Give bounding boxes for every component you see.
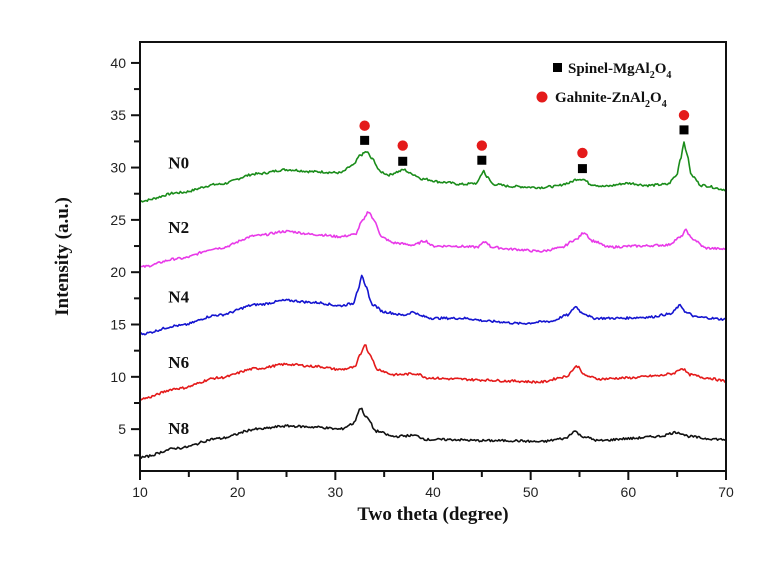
y-tick-label: 40 [110, 55, 126, 71]
series-n4-line [139, 274, 727, 336]
gahnite-circle-marker [476, 140, 488, 151]
legend-gahnite-main: Gahnite-ZnAl [555, 90, 645, 106]
spinel-square-marker [679, 125, 689, 135]
y-tick-label: 30 [110, 160, 126, 176]
sample-label-n8: N8 [168, 419, 189, 438]
legend: Spinel-MgAl2O4 Gahnite-ZnAl2O4 [536, 61, 671, 110]
spinel-square-marker [477, 155, 487, 165]
plot-frame [139, 41, 727, 472]
legend-spinel-main: Spinel-MgAl [568, 61, 650, 77]
x-tick-label: 40 [425, 484, 441, 500]
x-axis-title: Two theta (degree) [357, 504, 508, 525]
series-n2-line [139, 211, 726, 268]
gahnite-circle-marker [397, 140, 408, 151]
sample-labels-layer: N0 N2 N4 N6 N8 [168, 153, 189, 438]
spinel-square-marker [398, 156, 408, 166]
y-tick-label: 5 [118, 421, 126, 437]
y-tick-label: 25 [110, 212, 126, 228]
spinel-square-marker [360, 135, 370, 145]
gahnite-circle-marker [678, 110, 690, 121]
legend-gahnite-mid: O [650, 90, 662, 106]
x-tick-label: 70 [718, 484, 734, 500]
legend-spinel-label: Spinel-MgAl2O4 [568, 61, 671, 81]
legend-spinel-sub1: 2 [650, 70, 655, 81]
legend-spinel-sub2: 4 [666, 70, 671, 81]
y-tick-label: 35 [110, 107, 126, 123]
y-tick-label: 10 [110, 369, 126, 385]
y-axis-ticks: 5 10 15 20 25 30 35 40 [110, 55, 140, 457]
curves-layer [139, 141, 727, 459]
y-axis-title: Intensity (a.u.) [52, 197, 73, 316]
legend-gahnite-circle-icon [536, 91, 548, 103]
phase-markers-layer [359, 110, 690, 174]
series-n0-line [139, 141, 727, 203]
x-tick-label: 50 [523, 484, 539, 500]
x-tick-label: 10 [132, 484, 148, 500]
x-tick-label: 60 [621, 484, 637, 500]
x-axis-ticks: 10 20 30 40 50 60 70 [132, 471, 734, 500]
series-n6-line [139, 344, 727, 401]
legend-gahnite-sub1: 2 [645, 99, 650, 110]
x-tick-label: 20 [230, 484, 246, 500]
x-tick-label: 30 [328, 484, 344, 500]
legend-gahnite-sub2: 4 [662, 99, 667, 110]
series-n8-line [139, 407, 727, 459]
sample-label-n0: N0 [168, 153, 189, 172]
legend-spinel-square-icon [553, 63, 562, 72]
spinel-square-marker [577, 164, 587, 174]
sample-label-n2: N2 [168, 218, 189, 237]
gahnite-circle-marker [359, 120, 370, 131]
y-tick-label: 15 [110, 317, 126, 333]
gahnite-circle-marker [577, 147, 588, 159]
legend-spinel-mid: O [655, 61, 667, 77]
y-tick-label: 20 [110, 264, 126, 280]
legend-gahnite-label: Gahnite-ZnAl2O4 [555, 90, 667, 110]
sample-label-n4: N4 [168, 287, 189, 306]
sample-label-n6: N6 [168, 353, 189, 372]
